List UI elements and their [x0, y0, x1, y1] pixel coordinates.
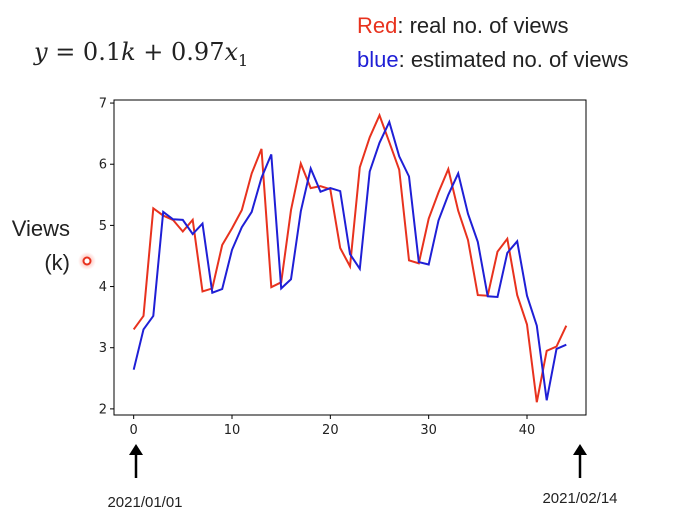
start-date-marker: 2021/01/01 — [107, 444, 183, 511]
x-tick-label: 10 — [224, 423, 241, 438]
equation-x: x — [224, 38, 238, 66]
y-tick-label: 4 — [99, 280, 107, 295]
y-tick-label: 2 — [99, 402, 107, 417]
x-tick-label: 0 — [130, 423, 138, 438]
y-tick-label: 7 — [99, 97, 107, 112]
x-tick-label: 20 — [322, 423, 339, 438]
legend-real-rest: : real no. of views — [397, 13, 568, 38]
legend-real-word: Red — [357, 13, 397, 38]
equation-y: y — [33, 38, 48, 66]
x-tick-label: 30 — [420, 423, 437, 438]
y-ticks: 2 3 4 5 6 7 — [99, 97, 114, 417]
estimated-views-line — [132, 119, 567, 401]
series-lines — [132, 112, 568, 403]
equation-plus: + 0.97 — [136, 38, 225, 66]
y-tick-label: 3 — [99, 341, 107, 356]
legend-estimated: blue: estimated no. of views — [357, 47, 628, 72]
x-ticks: 0 10 20 30 40 — [130, 415, 536, 438]
equation-eq: = 0.1 — [48, 38, 122, 66]
end-date-arrow-head — [573, 444, 587, 455]
real-views-line — [132, 112, 568, 403]
end-date-label: 2021/02/14 — [542, 490, 617, 507]
y-axis-label-unit: (k) — [44, 250, 70, 275]
y-tick-label: 5 — [99, 219, 107, 234]
laser-pointer-dot — [82, 256, 92, 266]
model-equation: y = 0.1k + 0.97x1 — [33, 38, 248, 70]
start-date-label: 2021/01/01 — [107, 494, 182, 511]
y-axis-label-views: Views — [12, 216, 70, 241]
x-tick-label: 40 — [519, 423, 536, 438]
legend-real: Red: real no. of views — [357, 13, 569, 38]
legend-estimated-word: blue — [357, 47, 399, 72]
legend-estimated-rest: : estimated no. of views — [399, 47, 629, 72]
equation-subscript: 1 — [238, 51, 248, 70]
equation-k: k — [121, 38, 136, 66]
plot-area: 2 3 4 5 6 7 0 10 20 30 40 — [99, 97, 587, 438]
start-date-arrow-head — [129, 444, 143, 455]
y-tick-label: 6 — [99, 158, 107, 173]
end-date-marker: 2021/02/14 — [542, 444, 618, 507]
plot-frame — [113, 99, 587, 416]
